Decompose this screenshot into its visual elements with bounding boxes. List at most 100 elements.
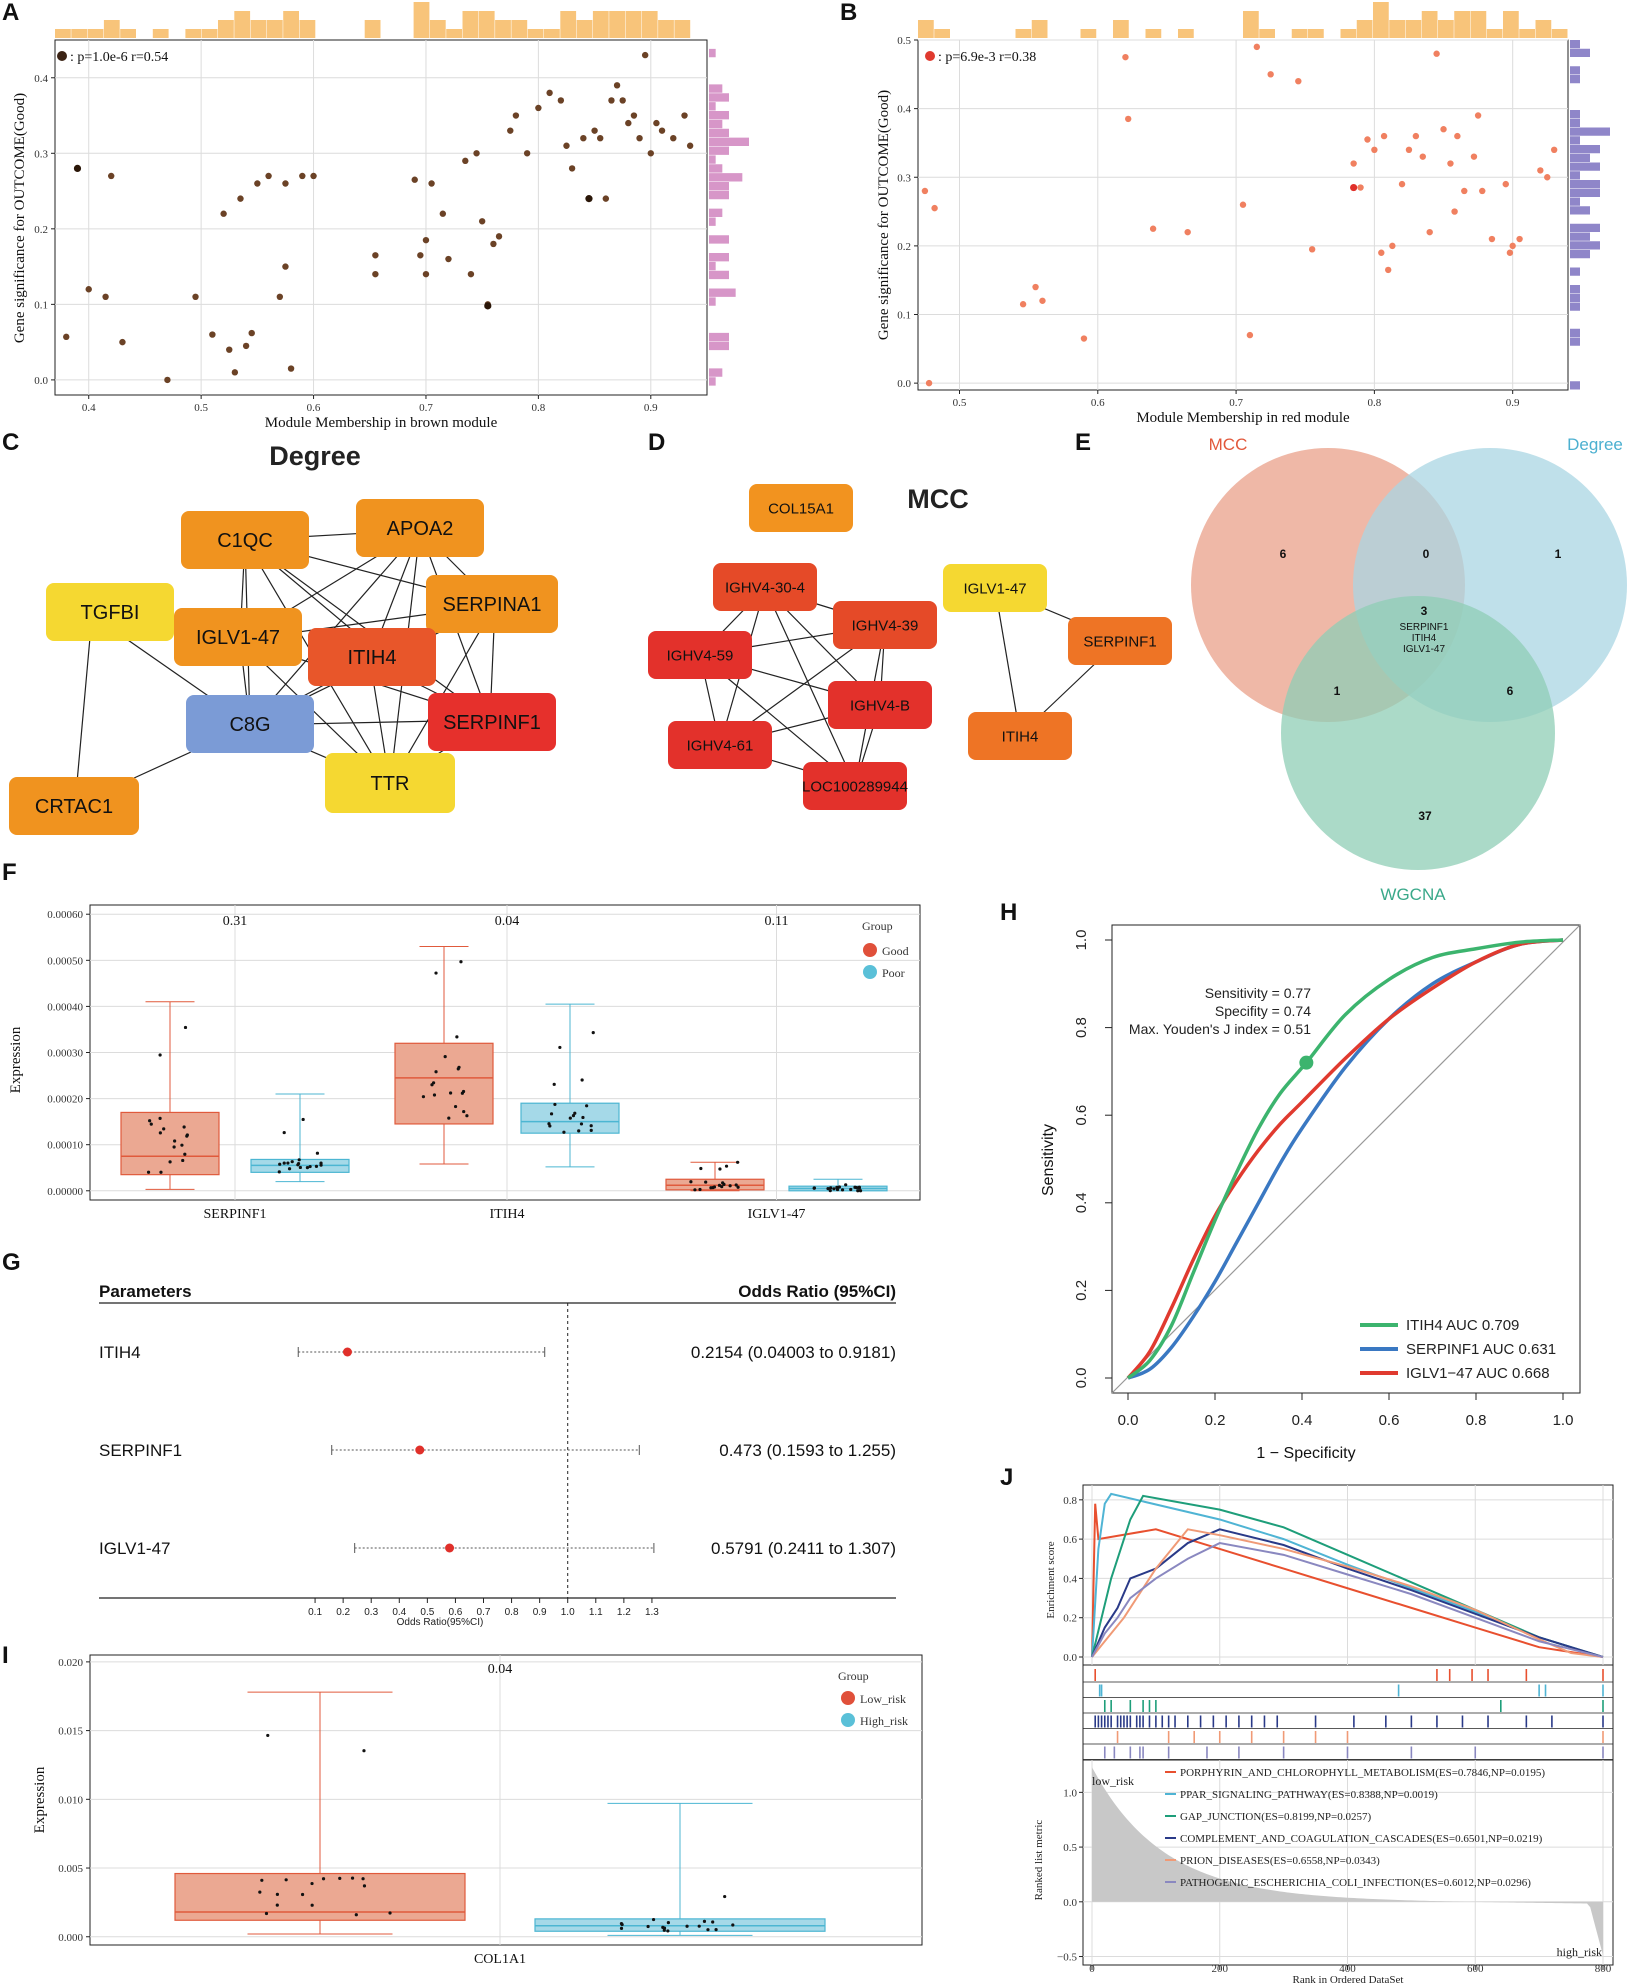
b-right-hist-bar	[1570, 145, 1600, 154]
b-point	[1267, 71, 1274, 78]
degree-node-box	[174, 608, 302, 666]
degree-node-box	[46, 583, 174, 641]
b-right-hist-bar	[1570, 127, 1610, 136]
b-point	[1080, 335, 1088, 342]
panel-label-j: J	[1000, 1464, 1013, 1491]
a-point	[226, 346, 233, 353]
b-point	[1253, 43, 1261, 51]
a-point	[417, 252, 424, 259]
b-x-tick-label: 0.9	[1506, 397, 1520, 409]
f-jitter-point	[837, 1185, 842, 1189]
b-point	[1426, 228, 1433, 236]
i-legend-high: High_risk	[860, 1714, 908, 1728]
b-point	[1537, 167, 1544, 174]
a-right-hist-bar	[709, 332, 729, 342]
j-es-tick-label: 0.8	[1063, 1495, 1077, 1507]
a-top-hist-bar	[560, 11, 577, 38]
f-jitter-point	[465, 1114, 469, 1118]
h-x-axis-label: 1 − Specificity	[1256, 1445, 1355, 1462]
g-x-tick-label: 0.5	[420, 1607, 434, 1618]
b-right-hist-bar	[1570, 232, 1590, 241]
a-x-tick-label: 0.9	[644, 402, 658, 414]
a-point	[495, 233, 503, 240]
b-point	[1398, 180, 1406, 188]
b-top-hist-bar	[1535, 20, 1552, 38]
h-x-tick-label: 0.4	[1292, 1412, 1313, 1429]
a-top-hist-bar	[658, 20, 674, 38]
a-right-hist-bar	[709, 173, 743, 182]
degree-node-box	[9, 777, 139, 835]
g-x-tick-label: 0.4	[392, 1607, 406, 1618]
g-x-tick-label: 1.0	[561, 1607, 575, 1618]
a-right-hist-bar	[709, 111, 729, 120]
venn-count-mcc-only: 6	[1280, 547, 1287, 561]
f-jitter-point	[278, 1162, 282, 1166]
h-legend-label: SERPINF1 AUC 0.631	[1406, 1341, 1556, 1358]
f-jitter-point	[835, 1187, 840, 1192]
g-col-parameters: Parameters	[99, 1282, 192, 1301]
g-or-text: 0.473 (0.1593 to 1.255)	[719, 1441, 896, 1460]
b-point	[1389, 242, 1396, 250]
f-y-axis-label: Expression	[8, 1026, 24, 1093]
a-point	[439, 210, 447, 217]
f-jitter-point	[182, 1125, 186, 1129]
h-legend-label: ITIH4 AUC 0.709	[1406, 1317, 1519, 1334]
h-optimal-point	[1299, 1055, 1314, 1070]
a-point	[563, 142, 570, 149]
i-jitter-point	[350, 1876, 355, 1880]
a-y-axis-label: Gene significance for OUTCOME(Good)	[12, 93, 28, 343]
a-top-hist-bar	[185, 29, 202, 38]
f-jitter-point	[447, 1116, 451, 1120]
f-y-tick-label: 0.00000	[47, 1186, 83, 1198]
panel-label-h: H	[1000, 899, 1017, 926]
mcc-node-label: LOC100289944	[802, 778, 908, 795]
a-point	[282, 263, 289, 270]
mcc-node-box	[803, 762, 907, 810]
b-right-hist-bar	[1570, 250, 1590, 259]
f-jitter-point	[581, 1115, 585, 1120]
panel-f: F 0.00000 0.00010 0.00020 0.00030 0.00040 0.0…	[2, 859, 921, 1222]
f-jitter-point	[693, 1188, 697, 1192]
b-right-hist-bar	[1570, 153, 1590, 162]
panel-label-a: A	[2, 0, 19, 26]
b-top-hist-bar	[1080, 29, 1097, 38]
mcc-node-box	[668, 721, 772, 769]
g-or-text: 0.2154 (0.04003 to 0.9181)	[691, 1343, 896, 1362]
f-jitter-point	[698, 1187, 702, 1192]
panel-e: E MCC Degree WGCNA 6 1 37 0 1 6 3 SERPIN…	[1075, 429, 1627, 904]
f-jitter-point	[558, 1045, 562, 1050]
b-right-hist-bar	[1570, 40, 1580, 49]
i-jitter-point	[258, 1890, 262, 1894]
mcc-node-label: COL15A1	[768, 500, 834, 517]
j-metric-axis-label: Ranked list metric	[1033, 1820, 1045, 1901]
a-point	[608, 97, 615, 104]
f-p-value: 0.11	[765, 914, 789, 929]
i-jitter-point	[275, 1903, 279, 1907]
a-point	[478, 218, 486, 225]
f-jitter-point	[717, 1183, 722, 1187]
b-top-hist-bar	[918, 20, 934, 38]
j-metric-tick-label: −0.5	[1057, 1952, 1077, 1964]
a-point	[613, 82, 621, 89]
b-point	[1412, 132, 1420, 140]
j-es-tick-label: 0.6	[1063, 1534, 1077, 1546]
a-top-hist-bar	[495, 20, 511, 38]
j-high-label: high_risk	[1557, 1945, 1602, 1959]
a-x-tick-label: 0.6	[307, 402, 321, 414]
degree-node-label: TGFBI	[81, 602, 140, 624]
f-jitter-point	[812, 1186, 816, 1190]
i-y-tick-label: 0.000	[58, 1932, 83, 1944]
g-row-label: SERPINF1	[99, 1441, 182, 1460]
a-point	[523, 150, 531, 157]
a-top-hist-bar	[641, 11, 658, 38]
f-jitter-point	[146, 1170, 151, 1174]
a-highlight-point	[73, 164, 82, 173]
b-point	[1184, 228, 1191, 236]
f-jitter-point	[547, 1122, 551, 1126]
b-point	[1405, 146, 1413, 154]
i-jitter-point	[264, 1911, 269, 1916]
f-jitter-point	[704, 1180, 708, 1184]
a-x-tick-label: 0.4	[82, 402, 96, 414]
b-point	[1125, 115, 1132, 123]
b-top-hist-bar	[1113, 20, 1129, 38]
